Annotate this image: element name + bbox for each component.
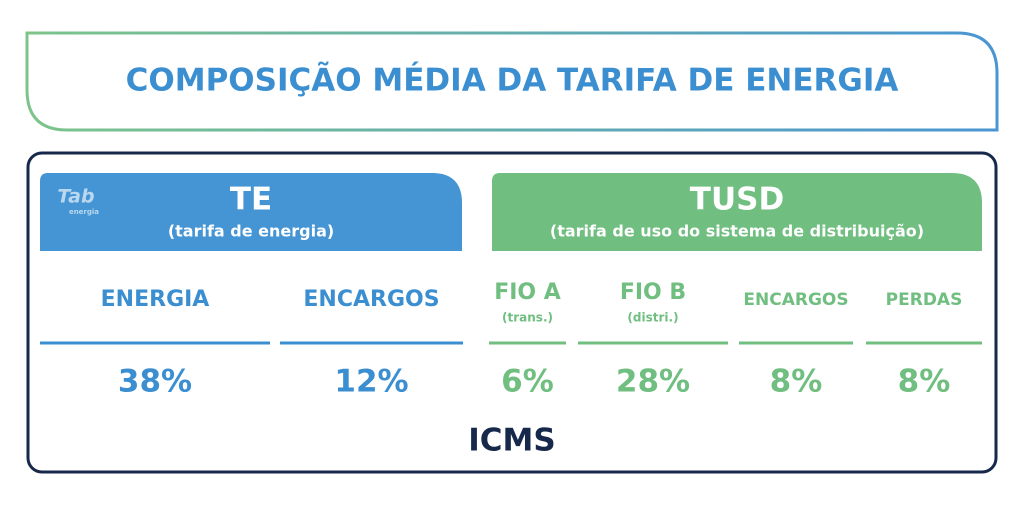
te-subtitle: (tarifa de energia): [168, 222, 334, 241]
item-label: ENCARGOS: [303, 287, 439, 312]
te-title: TE: [230, 182, 272, 218]
item-value: 8%: [770, 364, 823, 400]
item-label: ENCARGOS: [743, 290, 848, 310]
title-box: [25, 31, 999, 132]
item-value: 28%: [616, 364, 690, 400]
tusd-subtitle: (tarifa de uso do sistema de distribuiçã…: [550, 222, 924, 241]
logo: Tab: [57, 186, 94, 208]
tusd-title: TUSD: [690, 182, 784, 218]
footer: ICMS: [468, 423, 555, 459]
item-value: 8%: [898, 364, 951, 400]
logo-tagline: energia: [69, 208, 99, 216]
item-label: FIO A: [494, 280, 561, 305]
te-header: [40, 173, 462, 251]
item-value: 38%: [118, 364, 192, 400]
item-value: 6%: [501, 364, 554, 400]
item-label: ENERGIA: [101, 287, 210, 312]
item-note: (distri.): [627, 311, 678, 325]
tusd-header: [492, 173, 982, 251]
title: COMPOSIÇÃO MÉDIA DA TARIFA DE ENERGIA: [126, 62, 899, 99]
item-value: 12%: [334, 364, 408, 400]
item-label: FIO B: [620, 280, 686, 305]
item-note: (trans.): [502, 311, 553, 325]
item-label: PERDAS: [886, 290, 963, 310]
